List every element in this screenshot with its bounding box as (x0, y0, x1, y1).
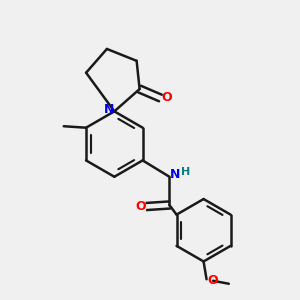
Text: N: N (169, 168, 180, 181)
Text: O: O (162, 92, 172, 104)
Text: N: N (104, 103, 114, 116)
Text: O: O (208, 274, 218, 287)
Text: O: O (135, 200, 146, 213)
Text: H: H (181, 167, 190, 177)
